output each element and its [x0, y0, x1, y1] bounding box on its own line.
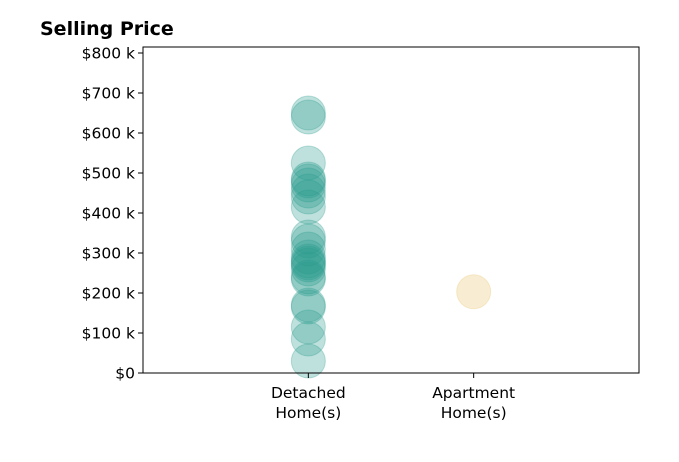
- data-point: [290, 259, 326, 295]
- data-points: [290, 95, 492, 379]
- data-point: [290, 309, 326, 345]
- data-point: [290, 287, 326, 323]
- x-axis: Detached Home(s) Apartment Home(s): [271, 373, 515, 422]
- data-point: [290, 245, 326, 281]
- x-tick-label: Apartment Home(s): [432, 384, 515, 422]
- data-point: [290, 167, 326, 203]
- y-tick-label: $200 k: [82, 285, 135, 303]
- y-tick-label: $100 k: [82, 325, 135, 343]
- y-tick-label: $500 k: [82, 165, 135, 183]
- data-point: [290, 243, 326, 279]
- y-tick-label: $400 k: [82, 205, 135, 223]
- data-point: [290, 219, 326, 255]
- y-tick-label: $800 k: [82, 45, 135, 63]
- data-point: [290, 145, 326, 181]
- y-tick-label: $700 k: [82, 85, 135, 103]
- chart-title: Selling Price: [40, 18, 174, 40]
- data-point: [290, 163, 326, 199]
- data-point: [290, 223, 326, 259]
- y-tick-label: $0: [115, 365, 135, 383]
- data-point: [290, 99, 326, 135]
- data-point: [290, 261, 326, 297]
- data-point: [290, 251, 326, 287]
- plot-frame: [142, 46, 640, 374]
- data-point: [290, 95, 326, 131]
- data-point: [290, 189, 326, 225]
- data-point: [290, 247, 326, 283]
- data-point: [290, 321, 326, 357]
- data-point: [456, 274, 492, 310]
- data-point: [290, 173, 326, 209]
- data-point: [290, 289, 326, 325]
- data-point: [290, 179, 326, 215]
- data-point: [290, 231, 326, 267]
- data-point: [290, 239, 326, 275]
- y-tick-label: $300 k: [82, 245, 135, 263]
- x-tick-label: Detached Home(s): [271, 384, 346, 422]
- y-tick-label: $600 k: [82, 125, 135, 143]
- data-point: [290, 161, 326, 197]
- y-axis: $0 $100 k $200 k $300 k $400 k $500 k $600 k $7…: [82, 45, 143, 383]
